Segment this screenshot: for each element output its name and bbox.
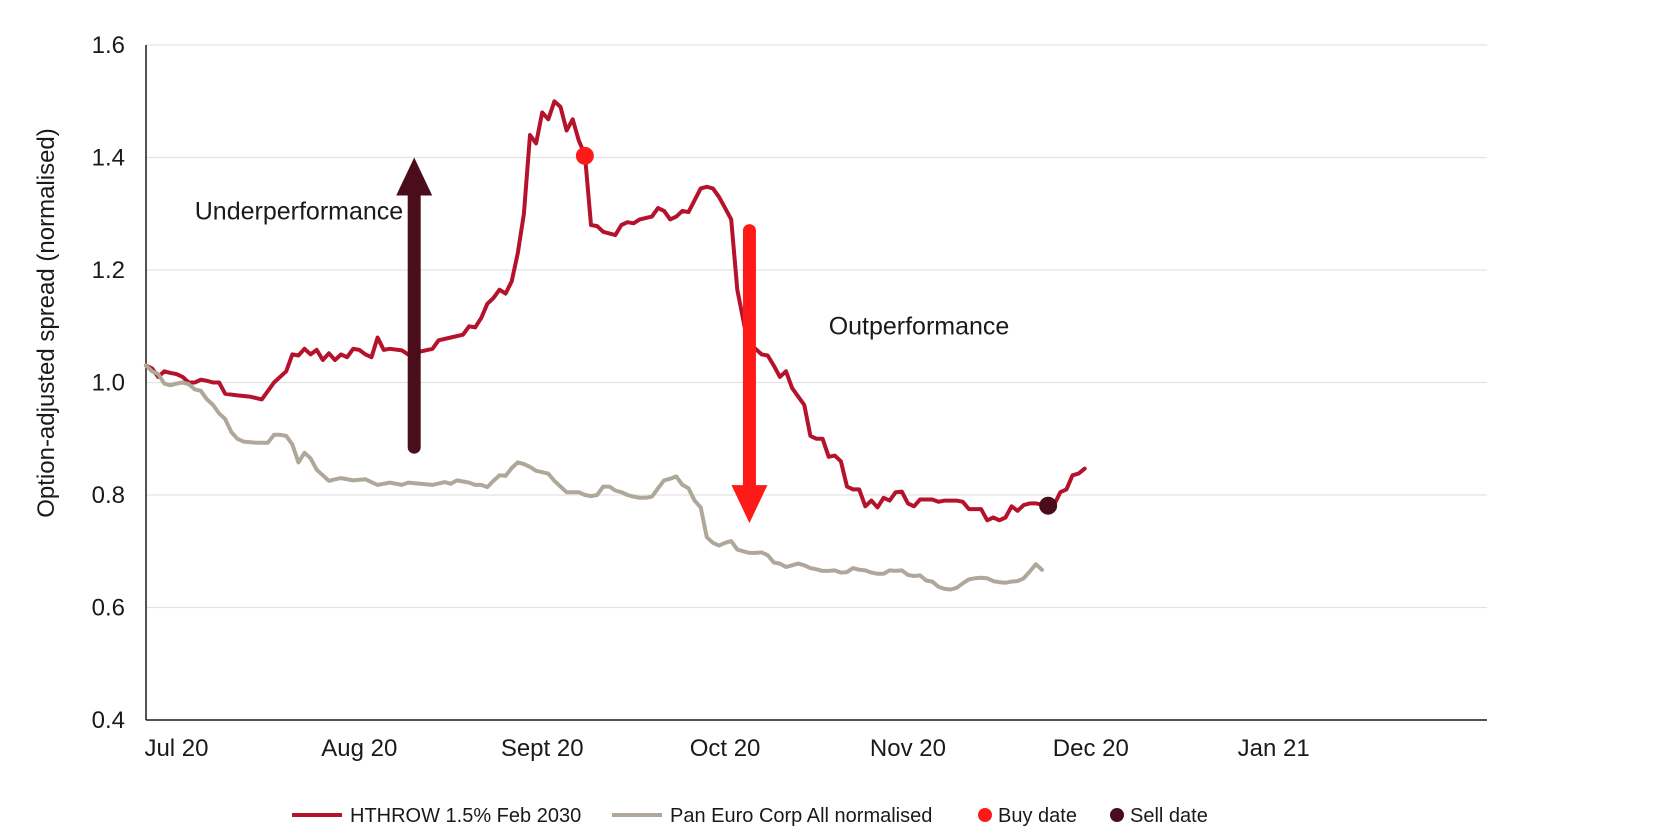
series bbox=[144, 99, 1087, 592]
x-tick-label: Oct 20 bbox=[690, 735, 761, 762]
legend-item: Buy date bbox=[978, 805, 1077, 827]
y-tick-label: 0.6 bbox=[92, 595, 125, 622]
legend: HTHROW 1.5% Feb 2030 Pan Euro Corp All no… bbox=[292, 805, 1208, 827]
legend-swatch-dot bbox=[978, 808, 992, 822]
x-tick-label: Jul 20 bbox=[144, 735, 208, 762]
series-line-pan-euro bbox=[144, 363, 1044, 592]
y-axis-title: Option-adjusted spread (normalised) bbox=[33, 128, 60, 518]
y-tick-label: 1.0 bbox=[92, 370, 125, 397]
legend-item: Pan Euro Corp All normalised bbox=[612, 805, 932, 827]
axes: 0.4 0.6 0.8 1.0 1.2 1.4 1.6 Jul 20 Aug 20 Sept 20… bbox=[92, 32, 1487, 762]
legend-item: Sell date bbox=[1110, 805, 1208, 827]
legend-label: Sell date bbox=[1130, 805, 1208, 827]
y-tick-label: 0.4 bbox=[92, 707, 125, 734]
x-tick-label: Dec 20 bbox=[1053, 735, 1129, 762]
y-tick-label: 0.8 bbox=[92, 482, 125, 509]
arrows bbox=[396, 157, 768, 524]
annotations: Underperformance Outperformance bbox=[195, 197, 1010, 340]
arrow-head bbox=[396, 157, 433, 196]
x-tick-label: Jan 21 bbox=[1238, 735, 1310, 762]
buy-date-marker bbox=[575, 146, 594, 165]
x-tick-label: Aug 20 bbox=[321, 735, 397, 762]
legend-label: HTHROW 1.5% Feb 2030 bbox=[350, 805, 581, 827]
legend-swatch-dot bbox=[1110, 808, 1124, 822]
legend-item: HTHROW 1.5% Feb 2030 bbox=[292, 805, 581, 827]
legend-label: Buy date bbox=[998, 805, 1077, 827]
y-tick-label: 1.6 bbox=[92, 32, 125, 59]
series-line-hthrow bbox=[144, 99, 1087, 523]
sell-date-marker bbox=[1039, 496, 1058, 515]
y-tick-label: 1.2 bbox=[92, 257, 125, 284]
legend-label: Pan Euro Corp All normalised bbox=[670, 805, 932, 827]
markers bbox=[575, 146, 1058, 515]
underperformance-label: Underperformance bbox=[195, 197, 403, 225]
x-tick-label: Nov 20 bbox=[870, 735, 946, 762]
gridlines bbox=[146, 44, 1487, 609]
arrow-head bbox=[731, 485, 768, 524]
y-tick-label: 1.4 bbox=[92, 145, 125, 172]
x-tick-label: Sept 20 bbox=[501, 735, 584, 762]
outperformance-label: Outperformance bbox=[829, 313, 1010, 341]
